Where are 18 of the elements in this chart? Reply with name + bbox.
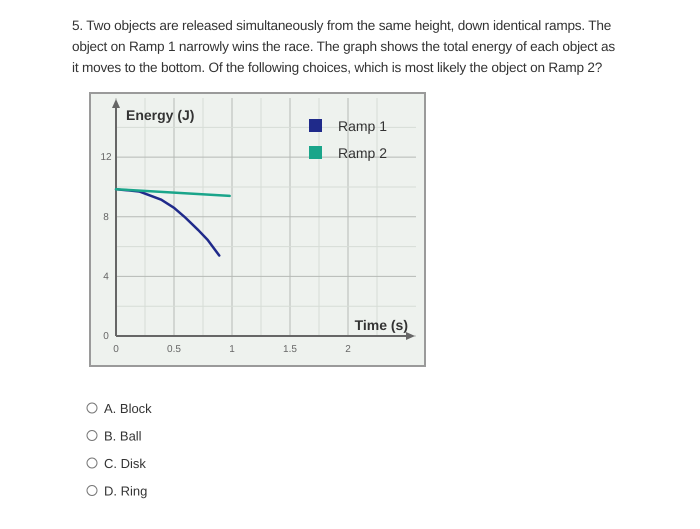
x-tick-label: 1 bbox=[229, 344, 236, 355]
legend-label: Ramp 2 bbox=[338, 145, 388, 161]
x-axis-title: Time (s) bbox=[354, 317, 408, 333]
x-tick-label: 2 bbox=[345, 344, 352, 355]
y-axis-title: Energy (J) bbox=[126, 107, 194, 123]
x-tick-label: 0 bbox=[113, 344, 120, 355]
y-tick-label: 8 bbox=[103, 212, 110, 223]
x-tick-label: 0.5 bbox=[167, 344, 182, 355]
text: B. Ball bbox=[104, 428, 142, 444]
x-tick-label: 1.5 bbox=[283, 344, 298, 355]
text: A. Block bbox=[104, 401, 152, 416]
text: D. Ring bbox=[104, 484, 148, 498]
y-tick-label: 0 bbox=[103, 331, 110, 342]
y-tick-label: 4 bbox=[103, 271, 110, 282]
chart-title: 5. Two objects are released simultaneously from the same height, down identical ramps. The object on Ramp 1 narrowly wins the race. The graph shows the total energy of each object as it moves to the bottom. Of the following choices, which is most likely the object on Ramp 2? bbox=[72, 18, 616, 75]
y-tick-label: 12 bbox=[100, 152, 112, 164]
text: C. Disk bbox=[104, 456, 146, 471]
legend-label: Ramp 1 bbox=[338, 118, 388, 134]
